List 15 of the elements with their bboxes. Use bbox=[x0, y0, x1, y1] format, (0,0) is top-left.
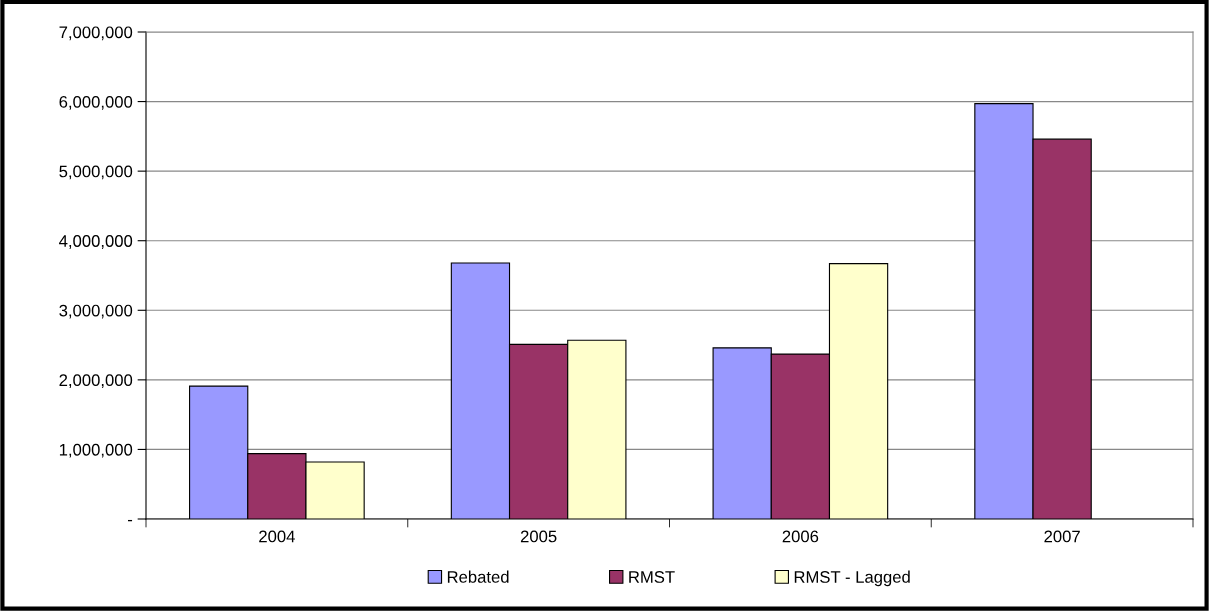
y-tick-label: 3,000,000 bbox=[59, 304, 133, 319]
legend-label: Rebated bbox=[447, 570, 509, 583]
y-tick-label: 4,000,000 bbox=[59, 235, 133, 249]
x-tick-label: 2007 bbox=[1044, 530, 1080, 543]
legend-label: RMST bbox=[629, 571, 675, 583]
y-tick-label: - bbox=[128, 519, 133, 522]
y-tick-label: 5,000,000 bbox=[59, 165, 133, 180]
x-tick-label: 2005 bbox=[520, 530, 557, 543]
y-tick-label: 2,000,000 bbox=[59, 374, 133, 389]
x-tick-label: 2004 bbox=[259, 530, 295, 543]
y-tick-label: 7,000,000 bbox=[59, 26, 133, 41]
legend-label: RMST - Lagged bbox=[794, 570, 910, 587]
y-tick-label: 6,000,000 bbox=[59, 95, 133, 110]
x-tick-label: 2006 bbox=[782, 530, 819, 543]
y-tick-label: 1,000,000 bbox=[59, 443, 133, 458]
